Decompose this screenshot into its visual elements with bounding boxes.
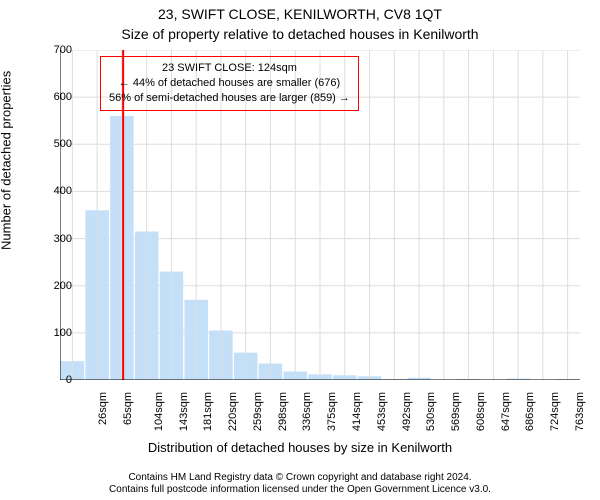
y-tick-label: 200	[32, 280, 72, 292]
x-tick-label: 220sqm	[227, 392, 239, 431]
x-tick-label: 104sqm	[153, 392, 165, 431]
y-tick-label: 400	[32, 185, 72, 197]
x-tick-label: 26sqm	[97, 392, 109, 425]
y-axis-label: Number of detached properties	[0, 71, 14, 250]
x-tick-label: 724sqm	[549, 392, 561, 431]
x-tick-label: 492sqm	[401, 392, 413, 431]
footer-attribution: Contains HM Land Registry data © Crown c…	[0, 472, 600, 496]
marker-annotation: 23 SWIFT CLOSE: 124sqm ← 44% of detached…	[100, 56, 359, 111]
x-tick-label: 686sqm	[524, 392, 536, 431]
y-tick-label: 0	[32, 374, 72, 386]
x-tick-label: 336sqm	[302, 392, 314, 431]
y-tick-label: 100	[32, 327, 72, 339]
x-tick-label: 453sqm	[376, 392, 388, 431]
x-tick-label: 375sqm	[326, 392, 338, 431]
y-tick-label: 700	[32, 44, 72, 56]
x-tick-label: 65sqm	[122, 392, 134, 425]
footer-line-1: Contains HM Land Registry data © Crown c…	[0, 472, 600, 484]
annotation-line-2: ← 44% of detached houses are smaller (67…	[109, 76, 350, 91]
annotation-line-1: 23 SWIFT CLOSE: 124sqm	[109, 61, 350, 76]
x-tick-label: 530sqm	[425, 392, 437, 431]
x-tick-label: 569sqm	[450, 392, 462, 431]
x-tick-label: 763sqm	[574, 392, 586, 431]
annotation-line-3: 56% of semi-detached houses are larger (…	[109, 91, 350, 106]
x-axis-label: Distribution of detached houses by size …	[0, 440, 600, 455]
chart-title-line1: 23, SWIFT CLOSE, KENILWORTH, CV8 1QT	[0, 6, 600, 22]
footer-line-2: Contains full postcode information licen…	[0, 484, 600, 496]
chart-title-line2: Size of property relative to detached ho…	[0, 26, 600, 42]
chart-container: 23, SWIFT CLOSE, KENILWORTH, CV8 1QT Siz…	[0, 0, 600, 500]
x-tick-label: 414sqm	[351, 392, 363, 431]
x-tick-label: 647sqm	[500, 392, 512, 431]
x-tick-label: 181sqm	[203, 392, 215, 431]
x-tick-label: 259sqm	[252, 392, 264, 431]
y-tick-label: 300	[32, 233, 72, 245]
x-tick-label: 143sqm	[178, 392, 190, 431]
x-tick-label: 298sqm	[277, 392, 289, 431]
y-tick-label: 600	[32, 91, 72, 103]
x-tick-label: 608sqm	[475, 392, 487, 431]
y-tick-label: 500	[32, 138, 72, 150]
